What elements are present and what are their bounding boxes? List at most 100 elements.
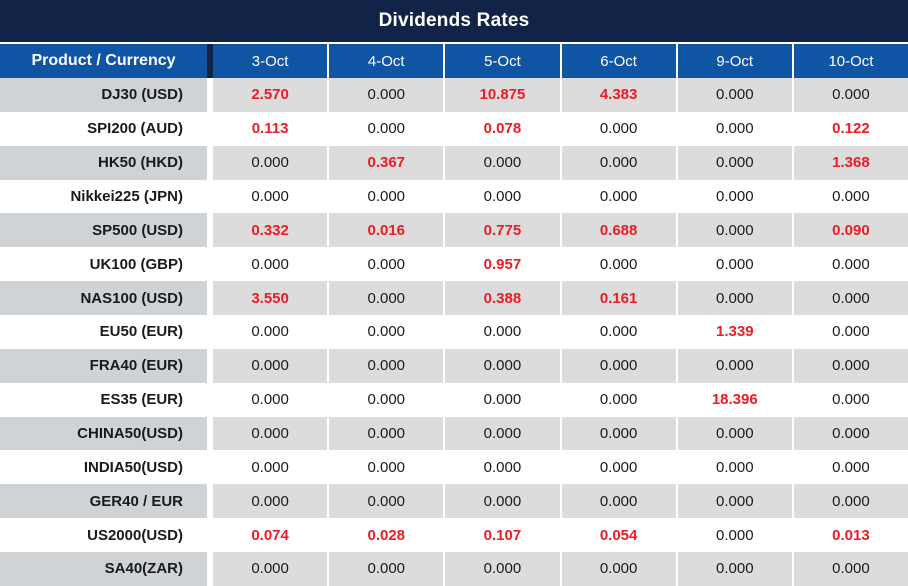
table-row: ES35 (EUR) 0.000 0.000 0.000 0.000 18.396 0.00… <box>0 382 908 417</box>
dividend-value-cell: 0.000 <box>559 111 676 146</box>
dividend-value-cell: 0.000 <box>213 552 328 586</box>
table-row: UK100 (GBP) 0.000 0.000 0.957 0.000 0.000 0.00… <box>0 247 908 282</box>
dividend-value-cell: 0.000 <box>327 484 444 519</box>
column-divider <box>207 518 213 553</box>
product-label: NAS100 (USD) <box>0 281 207 316</box>
dividend-value-cell: 0.000 <box>327 315 444 349</box>
dividend-value-cell: 0.000 <box>559 552 676 586</box>
dividend-value-cell: 0.000 <box>213 382 328 417</box>
dividend-value-cell: 0.000 <box>791 552 908 586</box>
column-divider <box>207 213 213 248</box>
dividend-value-cell: 0.000 <box>791 315 908 349</box>
table-row: HK50 (HKD) 0.000 0.367 0.000 0.000 0.000 1.368 <box>0 145 908 180</box>
column-divider <box>207 416 213 451</box>
dividend-value-cell: 0.000 <box>559 247 676 282</box>
dividend-value-cell: 2.570 <box>213 78 328 112</box>
column-divider <box>207 111 213 146</box>
dividend-value-cell: 0.000 <box>559 315 676 349</box>
dividend-value-cell: 0.000 <box>675 281 792 316</box>
dividend-value-cell: 0.000 <box>213 348 328 383</box>
dividend-value-cell: 0.000 <box>443 450 560 485</box>
column-divider <box>207 247 213 282</box>
product-label: SPI200 (AUD) <box>0 111 207 146</box>
column-divider <box>207 450 213 485</box>
dividend-value-cell: 0.000 <box>443 484 560 519</box>
column-divider <box>207 281 213 316</box>
column-header-date: 3-Oct <box>213 44 328 78</box>
table-row: Nikkei225 (JPN) 0.000 0.000 0.000 0.000 0.000… <box>0 179 908 214</box>
dividend-value-cell: 0.000 <box>327 348 444 383</box>
dividend-value-cell: 0.090 <box>791 213 908 248</box>
dividend-value-cell: 0.016 <box>327 213 444 248</box>
product-label: HK50 (HKD) <box>0 145 207 180</box>
dividend-value-cell: 0.000 <box>559 348 676 383</box>
dividend-value-cell: 0.000 <box>791 382 908 417</box>
dividend-value-cell: 0.388 <box>443 281 560 316</box>
dividend-value-cell: 0.000 <box>559 179 676 214</box>
dividend-value-cell: 0.000 <box>559 382 676 417</box>
dividend-value-cell: 0.000 <box>675 179 792 214</box>
column-header-date: 6-Oct <box>559 44 676 78</box>
dividend-value-cell: 0.000 <box>327 450 444 485</box>
product-label: CHINA50(USD) <box>0 416 207 451</box>
table-row: CHINA50(USD) 0.000 0.000 0.000 0.000 0.000 0.0… <box>0 416 908 451</box>
dividend-value-cell: 18.396 <box>675 382 792 417</box>
table-row: SP500 (USD) 0.332 0.016 0.775 0.688 0.000 0.09… <box>0 213 908 248</box>
table-row: SPI200 (AUD) 0.113 0.000 0.078 0.000 0.000 0.1… <box>0 111 908 146</box>
dividend-value-cell: 0.000 <box>213 416 328 451</box>
dividend-value-cell: 0.000 <box>327 247 444 282</box>
dividend-value-cell: 0.000 <box>675 145 792 180</box>
dividend-value-cell: 0.000 <box>791 281 908 316</box>
dividend-value-cell: 0.028 <box>327 518 444 553</box>
column-header-date: 9-Oct <box>675 44 792 78</box>
table-row: GER40 / EUR 0.000 0.000 0.000 0.000 0.000 0.00… <box>0 484 908 519</box>
dividend-value-cell: 0.000 <box>443 416 560 451</box>
dividend-value-cell: 0.000 <box>791 416 908 451</box>
dividend-value-cell: 0.000 <box>327 111 444 146</box>
column-divider <box>207 552 213 586</box>
dividend-value-cell: 0.000 <box>213 484 328 519</box>
column-divider <box>207 179 213 214</box>
dividend-value-cell: 0.000 <box>675 111 792 146</box>
dividend-value-cell: 0.000 <box>443 382 560 417</box>
dividend-value-cell: 0.000 <box>443 315 560 349</box>
dividend-value-cell: 0.000 <box>675 247 792 282</box>
dividend-value-cell: 0.161 <box>559 281 676 316</box>
table-row: EU50 (EUR) 0.000 0.000 0.000 0.000 1.339 0.000 <box>0 315 908 349</box>
dividend-value-cell: 0.367 <box>327 145 444 180</box>
product-label: Nikkei225 (JPN) <box>0 179 207 214</box>
column-divider <box>207 484 213 519</box>
dividend-value-cell: 0.775 <box>443 213 560 248</box>
column-divider <box>207 315 213 349</box>
dividend-value-cell: 0.000 <box>327 416 444 451</box>
page-title: Dividends Rates <box>378 10 530 31</box>
product-label: GER40 / EUR <box>0 484 207 519</box>
dividend-value-cell: 0.000 <box>675 348 792 383</box>
product-label: SA40(ZAR) <box>0 552 207 586</box>
dividend-value-cell: 0.054 <box>559 518 676 553</box>
dividend-value-cell: 4.383 <box>559 78 676 112</box>
dividend-value-cell: 0.000 <box>791 348 908 383</box>
dividend-value-cell: 0.000 <box>213 145 328 180</box>
dividend-value-cell: 0.078 <box>443 111 560 146</box>
column-header-date: 4-Oct <box>327 44 444 78</box>
dividend-value-cell: 0.000 <box>559 145 676 180</box>
dividend-value-cell: 1.368 <box>791 145 908 180</box>
product-label: FRA40 (EUR) <box>0 348 207 383</box>
dividend-value-cell: 0.113 <box>213 111 328 146</box>
dividend-value-cell: 0.107 <box>443 518 560 553</box>
column-header-date: 10-Oct <box>791 44 908 78</box>
table-header-row: Product / Currency 3-Oct 4-Oct 5-Oct 6-Oct 9… <box>0 42 908 78</box>
column-header-product-currency: Product / Currency <box>0 44 207 78</box>
dividend-value-cell: 0.000 <box>213 247 328 282</box>
dividend-value-cell: 0.122 <box>791 111 908 146</box>
dividend-value-cell: 0.000 <box>675 416 792 451</box>
dividend-value-cell: 0.000 <box>327 179 444 214</box>
dividend-value-cell: 0.000 <box>559 484 676 519</box>
dividend-value-cell: 0.000 <box>443 145 560 180</box>
dividend-value-cell: 0.000 <box>791 247 908 282</box>
product-label: ES35 (EUR) <box>0 382 207 417</box>
dividend-value-cell: 3.550 <box>213 281 328 316</box>
dividend-value-cell: 0.000 <box>791 484 908 519</box>
